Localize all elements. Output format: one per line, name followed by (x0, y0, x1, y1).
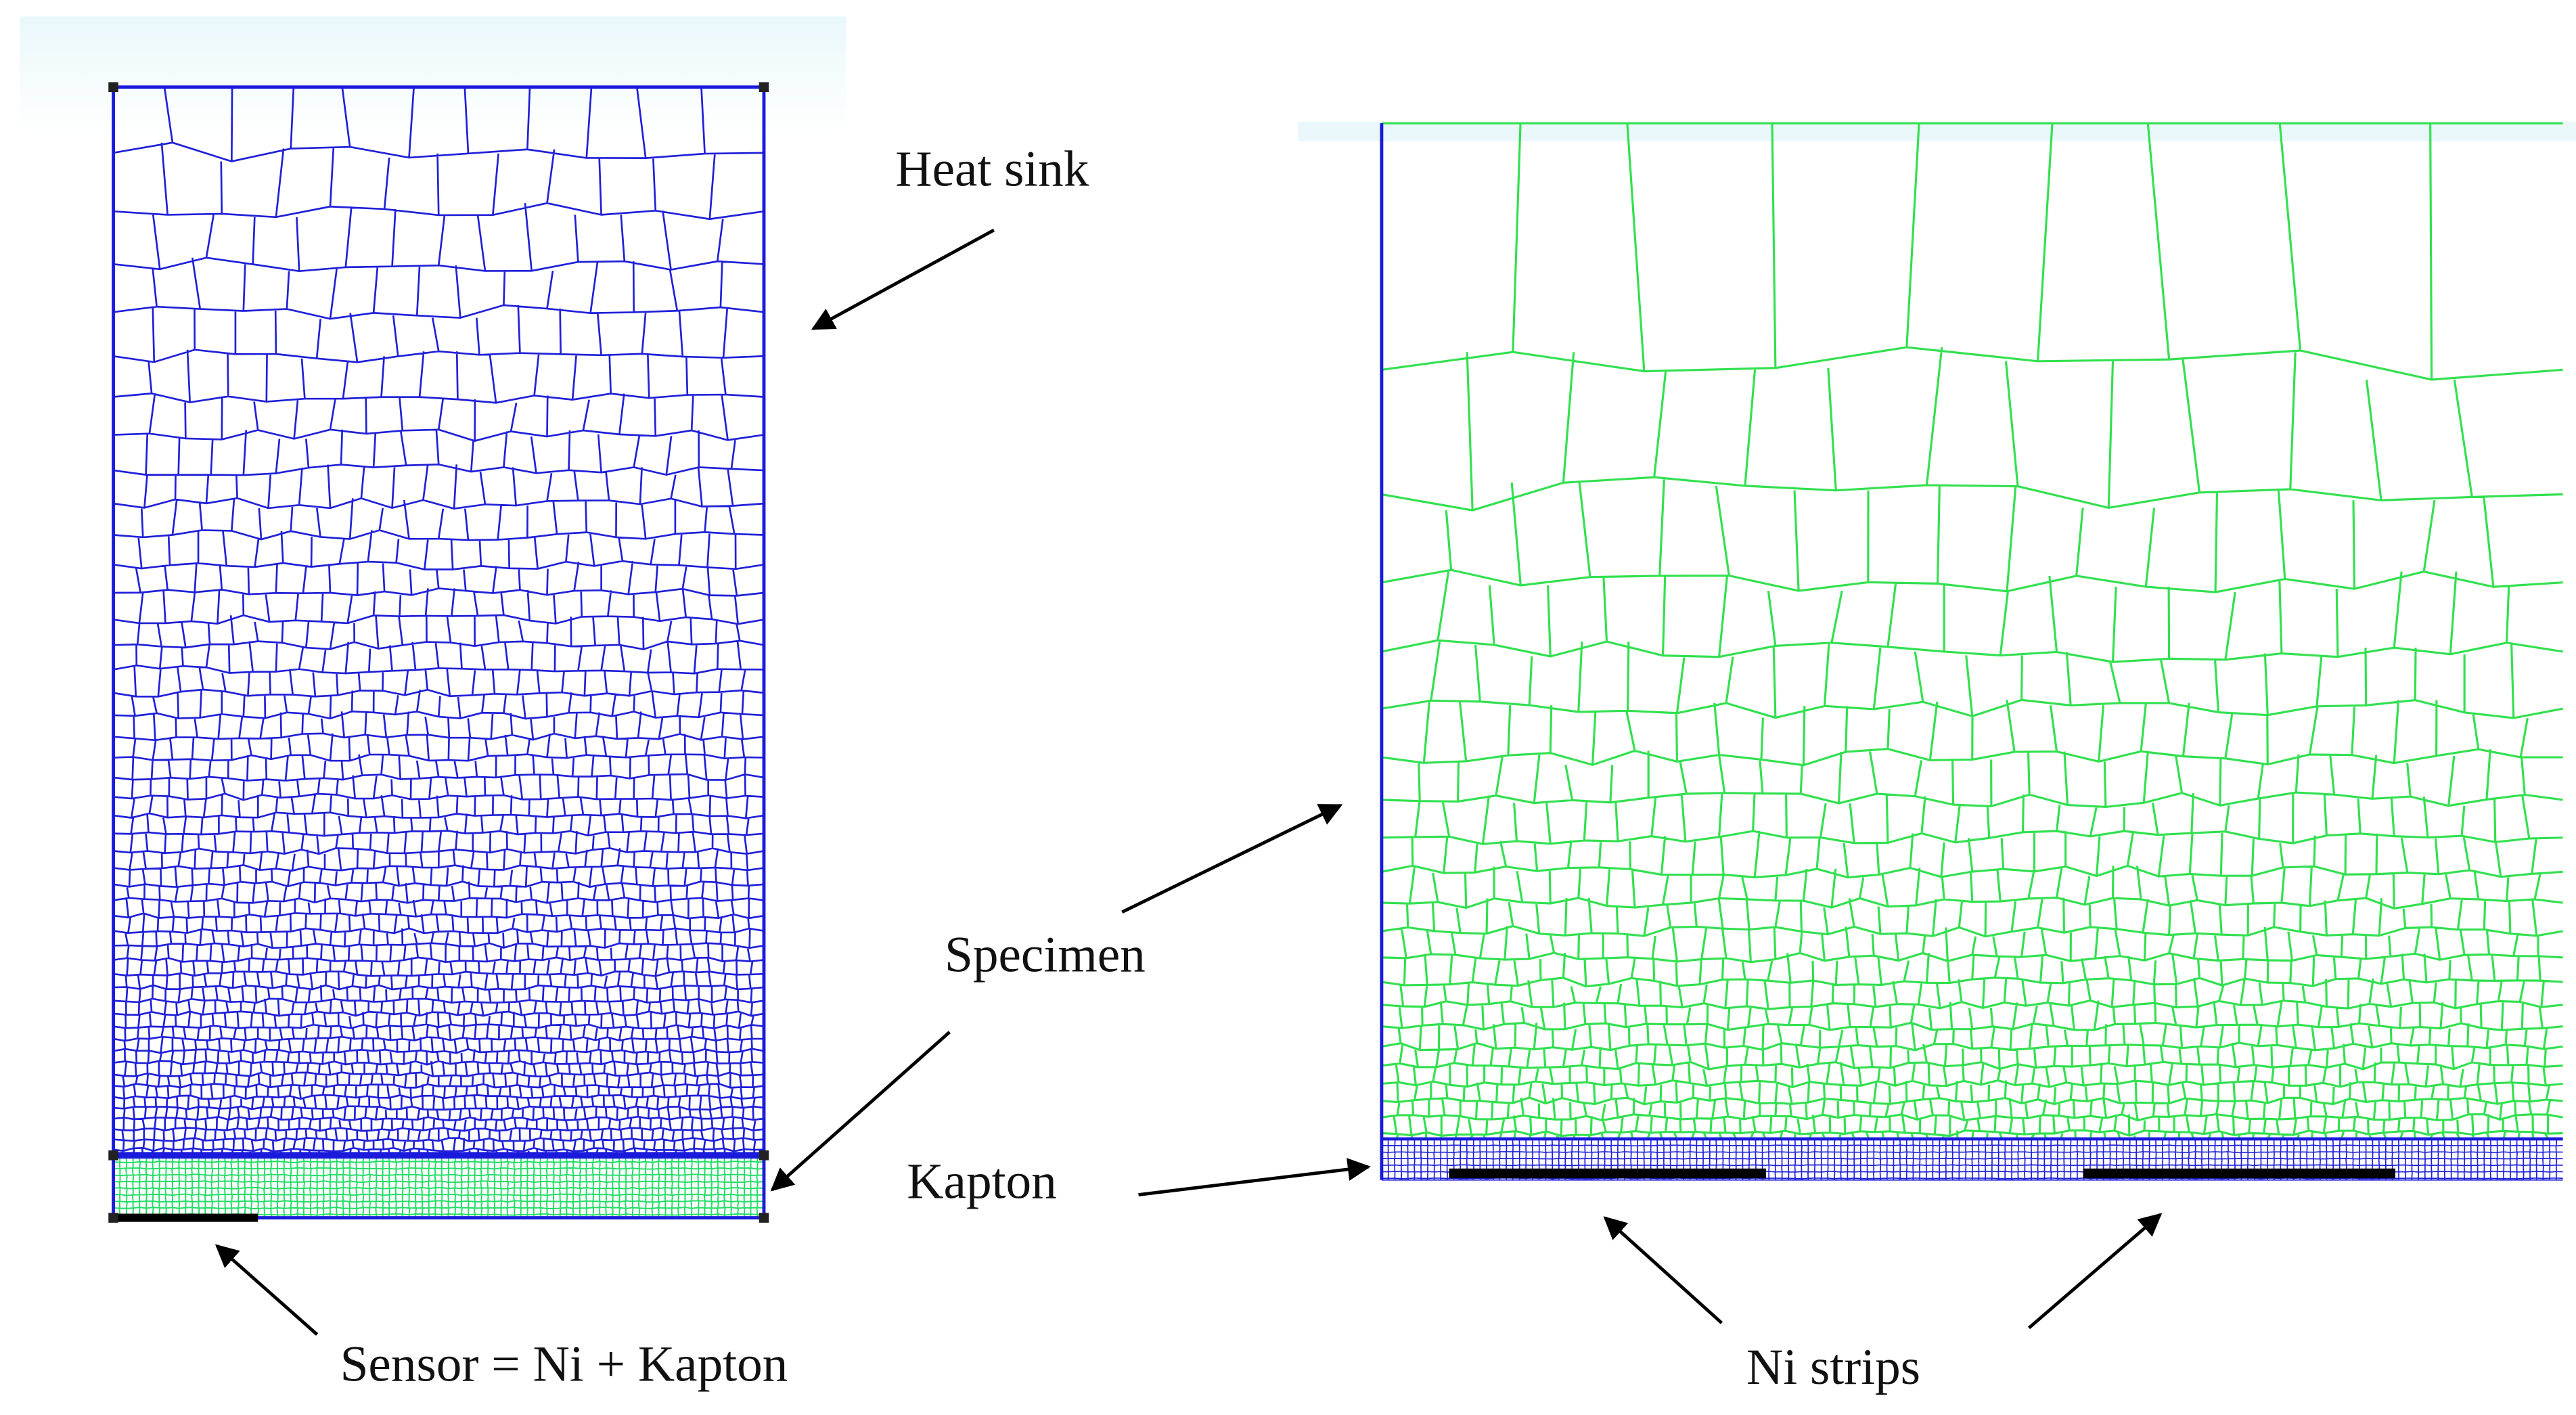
label: Kapton (907, 1154, 1057, 1210)
arrow (1138, 1158, 1371, 1196)
label: Sensor = Ni + Kapton (340, 1336, 788, 1392)
mesh (113, 86, 765, 1156)
arrow (770, 1031, 951, 1192)
background-band (1298, 121, 2576, 141)
meshes (113, 86, 2563, 1219)
arrow (811, 228, 995, 330)
background-band (20, 16, 846, 135)
corner-nodes (108, 82, 769, 1223)
mesh (1381, 122, 2563, 1140)
label: Heat sink (895, 141, 1089, 198)
model-outline (112, 85, 766, 1219)
label: Specimen (945, 927, 1146, 983)
mesh (113, 1154, 765, 1219)
arrow (214, 1244, 319, 1336)
arrow (1121, 803, 1343, 914)
arrow (2027, 1213, 2163, 1330)
label: Ni strips (1746, 1339, 1920, 1395)
arrow (1603, 1216, 1723, 1324)
